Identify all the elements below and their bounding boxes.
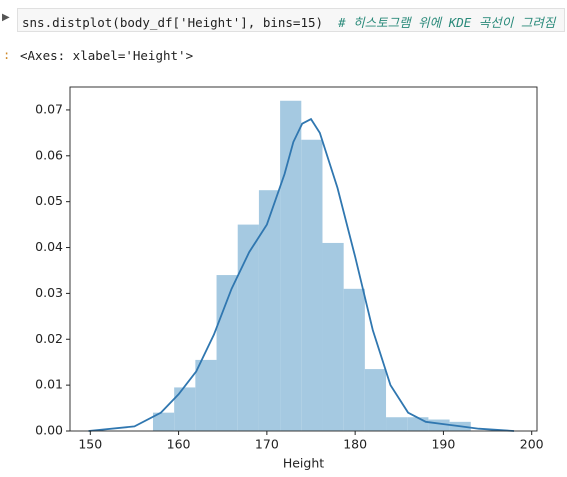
x-tick-label: 180 <box>343 437 367 452</box>
x-tick-label: 170 <box>255 437 279 452</box>
x-tick-label: 200 <box>520 437 544 452</box>
bar <box>428 419 450 431</box>
x-tick-label: 190 <box>431 437 455 452</box>
y-tick-label: 0.05 <box>35 193 63 208</box>
bar <box>237 224 259 431</box>
code-line: sns.distplot(body_df['Height'], bins=15)… <box>22 12 555 31</box>
y-tick-label: 0.02 <box>35 331 63 346</box>
bar <box>174 387 196 431</box>
x-axis-label: Height <box>283 456 324 471</box>
bar <box>195 359 217 431</box>
kde-line <box>88 117 515 432</box>
bar <box>301 139 323 431</box>
bar <box>152 412 175 431</box>
bar <box>364 369 387 431</box>
y-tick-label: 0.00 <box>35 423 63 438</box>
bar <box>258 190 281 431</box>
x-tick-label: 150 <box>78 437 102 452</box>
bar <box>280 100 302 431</box>
output-text: <Axes: xlabel='Height'> <box>20 48 194 63</box>
code-cell[interactable]: sns.distplot(body_df['Height'], bins=15)… <box>17 8 565 32</box>
y-tick-label: 0.06 <box>35 147 63 162</box>
run-indicator[interactable]: ▶ <box>2 12 10 23</box>
y-tick-label: 0.04 <box>35 239 63 254</box>
y-tick-label: 0.07 <box>35 101 63 116</box>
bar <box>322 242 344 431</box>
y-tick-label: 0.01 <box>35 377 63 392</box>
output-prompt: : <box>3 48 11 62</box>
code-comment: # 히스토그램 위에 KDE 곡선이 그려짐 <box>338 15 556 30</box>
axes-frame <box>69 86 538 432</box>
y-tick-label: 0.03 <box>35 285 63 300</box>
bar <box>407 417 429 431</box>
bar <box>343 288 365 431</box>
x-tick-label: 160 <box>167 437 191 452</box>
bar <box>386 417 408 431</box>
code: sns.distplot(body_df['Height'], bins=15) <box>22 15 324 30</box>
